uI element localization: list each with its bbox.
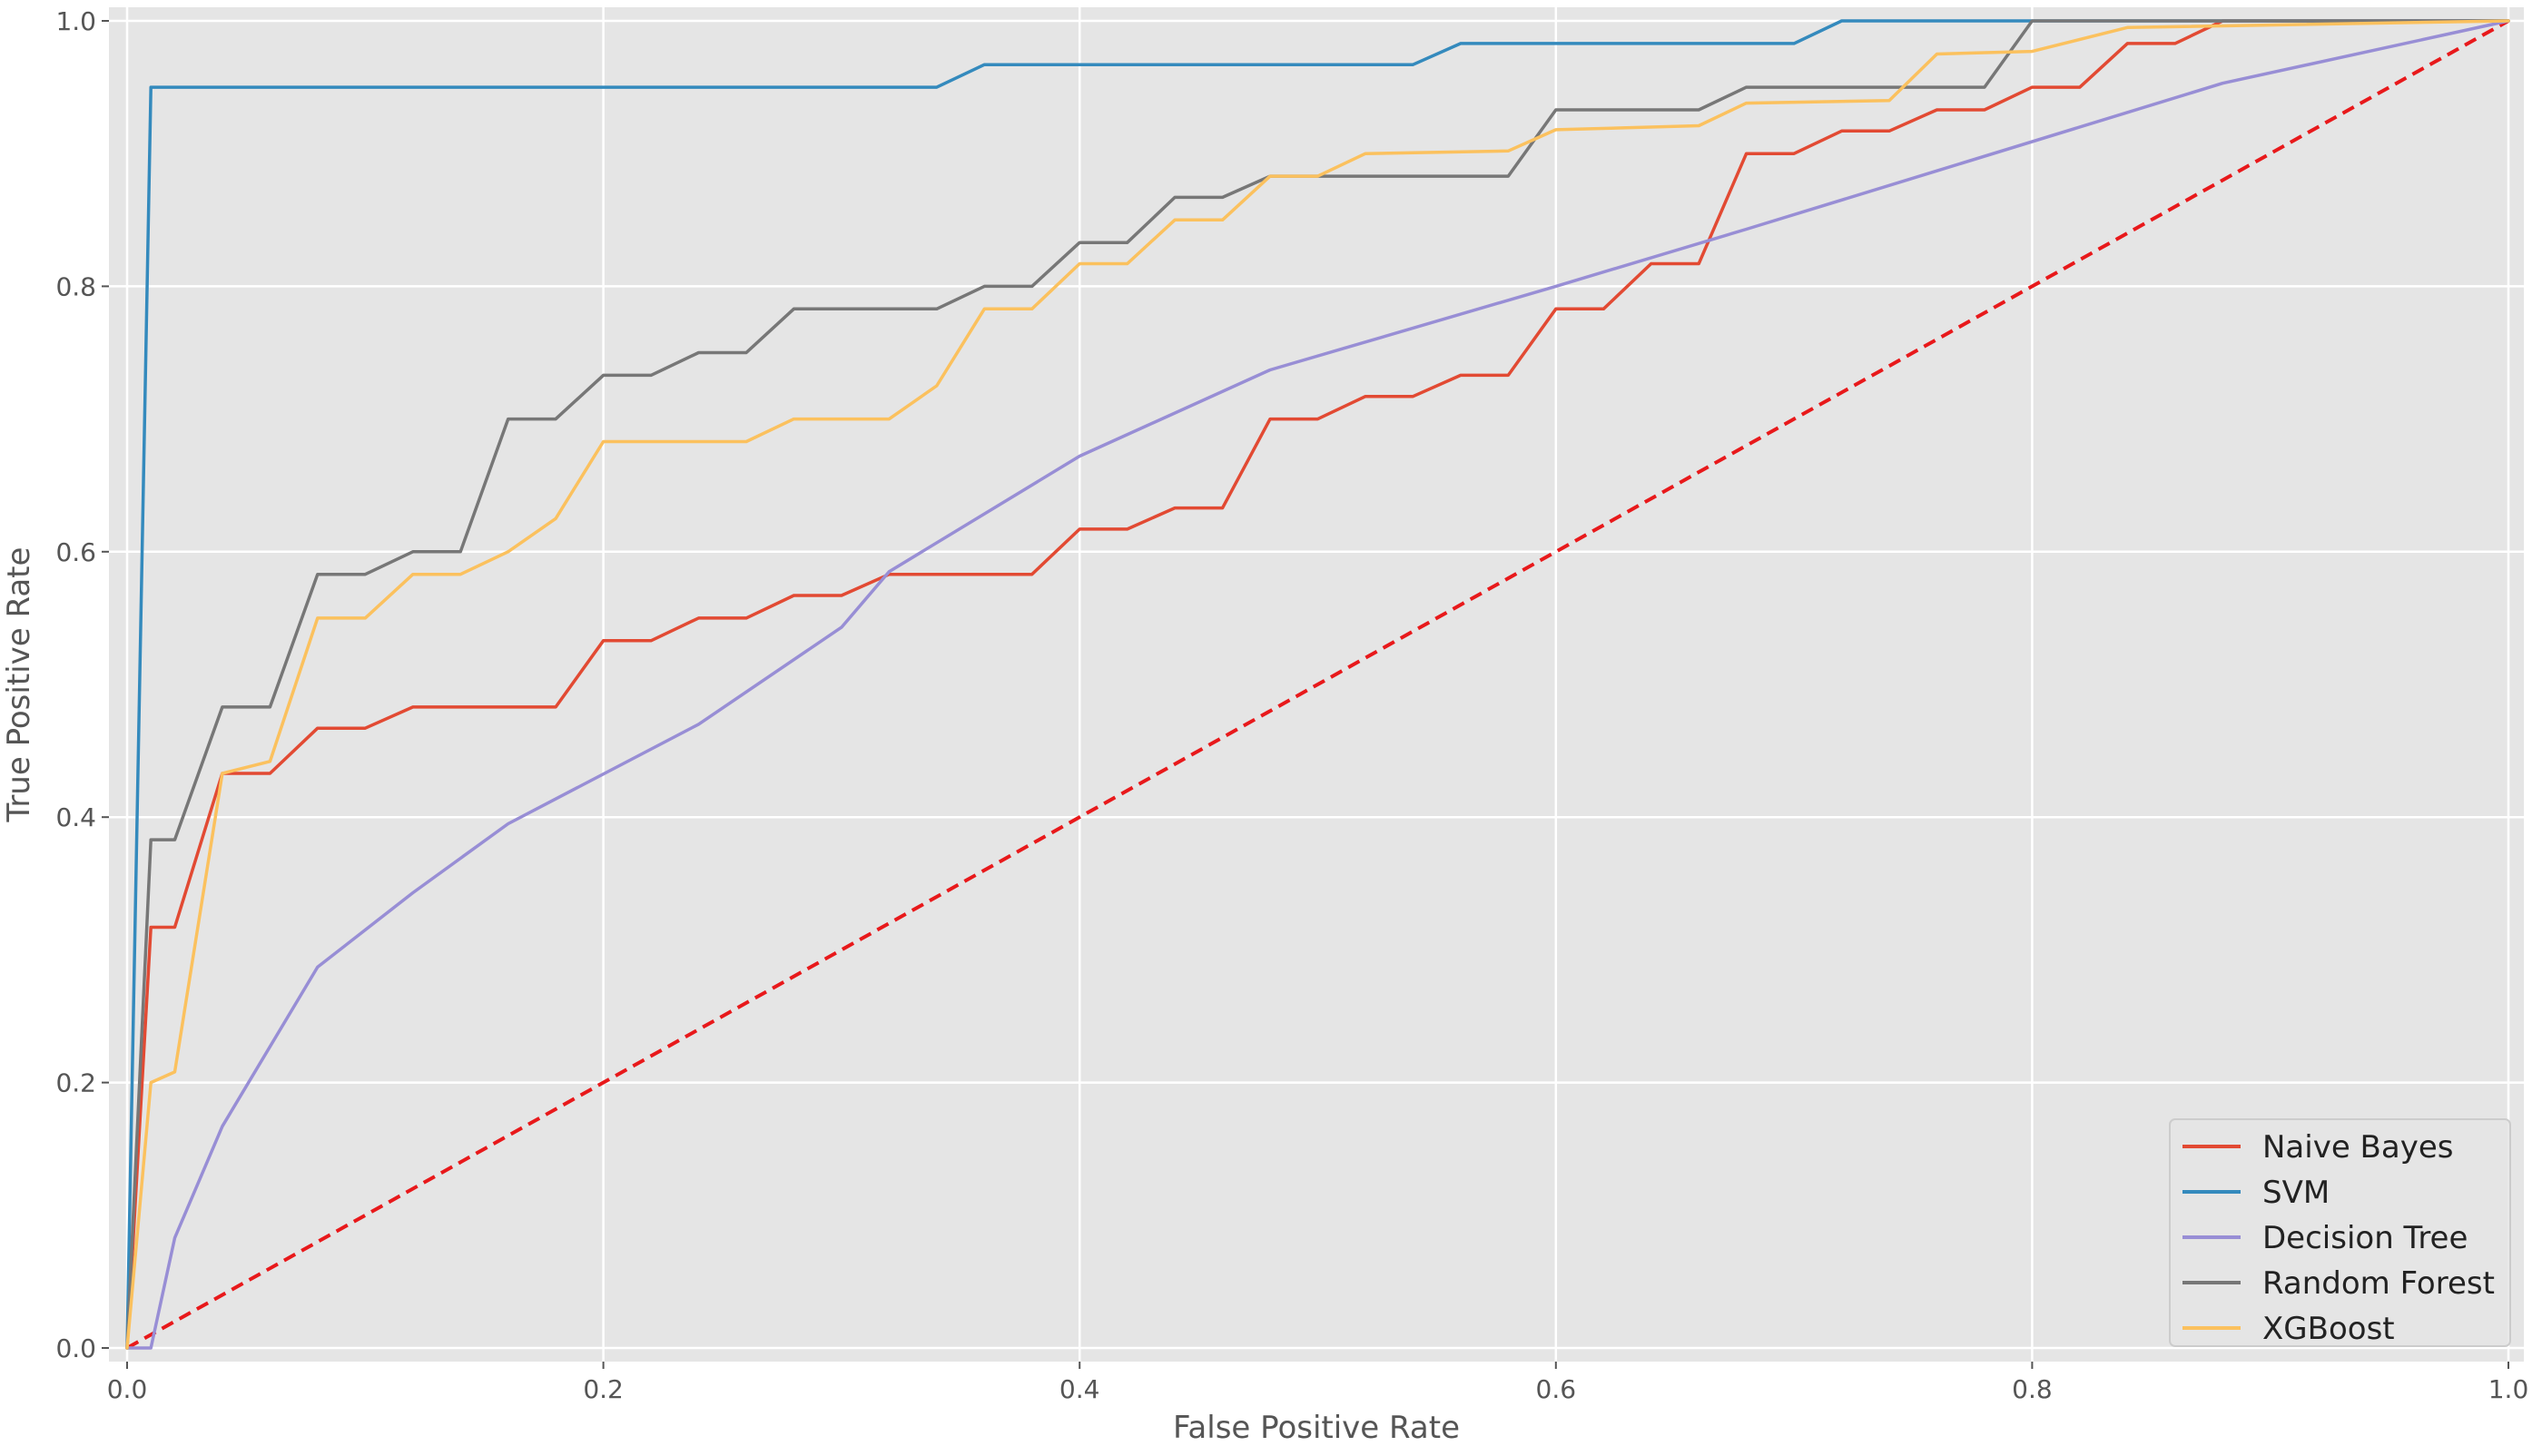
legend-label-svm: SVM [2262,1175,2330,1211]
y-axis-title: True Positive Rate [1,547,37,823]
y-tick-label: 0.0 [55,1333,96,1363]
legend: Naive Bayes SVM Decision Tree Random Forest… [2169,1118,2511,1347]
y-tick-label: 0.4 [55,802,96,832]
chance-reference-line [126,19,2509,1350]
series-line-svm [125,19,2510,1350]
y-tick-label: 0.6 [55,537,96,567]
x-tick-label: 0.2 [583,1374,624,1404]
y-tick-label: 0.8 [55,271,96,301]
legend-label-decision-tree: Decision Tree [2262,1220,2468,1256]
x-tick-label: 0.8 [2012,1374,2053,1404]
x-tick-label: 0.6 [1536,1374,1577,1404]
legend-label-xgboost: XGBoost [2262,1311,2395,1347]
x-tick-label: 0.4 [1059,1374,1100,1404]
legend-label-random-forest: Random Forest [2262,1265,2495,1302]
legend-frame [2169,1118,2511,1347]
series-line-xgboost [125,19,2510,1350]
series-line-random-forest [125,19,2510,1350]
x-tick-label: 0.0 [107,1374,148,1404]
legend-label-naive-bayes: Naive Bayes [2262,1129,2453,1166]
y-tick-label: 0.2 [55,1068,96,1098]
series-line-decision-tree [125,19,2510,1350]
y-tick-label: 1.0 [55,6,96,36]
x-axis-title: False Positive Rate [1173,1410,1460,1446]
series-line-naive-bayes [125,19,2510,1350]
x-tick-label: 1.0 [2488,1374,2529,1404]
